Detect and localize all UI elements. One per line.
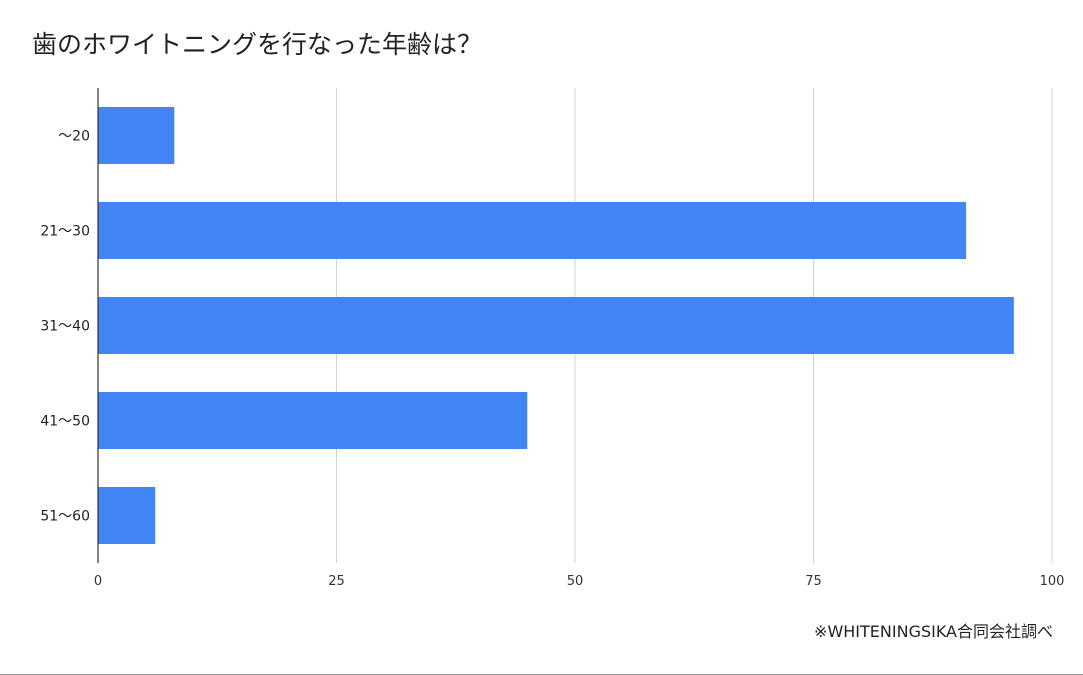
x-tick-label-100: 100 bbox=[1040, 574, 1065, 589]
category-label-3: 41〜50 bbox=[40, 414, 90, 430]
category-label-0: 〜20 bbox=[58, 129, 90, 145]
labels: 0 25 50 75 100 〜20 21〜30 31〜40 41〜50 51〜60 bbox=[40, 129, 1064, 590]
x-tick-label-25: 25 bbox=[328, 574, 345, 589]
chart-title: 歯のホワイトニングを行なった年齢は？ bbox=[32, 30, 483, 59]
category-label-4: 51〜60 bbox=[40, 509, 90, 525]
bar-0 bbox=[98, 107, 175, 164]
x-tick-label-75: 75 bbox=[805, 574, 822, 589]
bar-2 bbox=[98, 297, 1014, 354]
x-tick-label-50: 50 bbox=[567, 574, 584, 589]
bars bbox=[98, 107, 1014, 544]
bar-3 bbox=[98, 392, 528, 449]
source-note: ※WHITENINGSIKA合同会社調べ bbox=[814, 622, 1053, 641]
category-label-1: 21〜30 bbox=[40, 224, 90, 240]
bar-1 bbox=[98, 202, 967, 259]
category-label-2: 31〜40 bbox=[40, 319, 90, 335]
bar-4 bbox=[98, 487, 156, 544]
x-tick-label-0: 0 bbox=[94, 574, 102, 589]
